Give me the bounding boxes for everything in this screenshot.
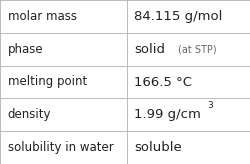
Text: (at STP): (at STP) [178,44,217,54]
Text: solubility in water: solubility in water [8,141,113,154]
Text: 166.5 °C: 166.5 °C [134,75,192,89]
Text: molar mass: molar mass [8,10,76,23]
Text: melting point: melting point [8,75,87,89]
Text: density: density [8,108,51,121]
Text: 1.99 g/cm: 1.99 g/cm [134,108,202,121]
Text: soluble: soluble [134,141,182,154]
Text: 84.115 g/mol: 84.115 g/mol [134,10,223,23]
Text: 3: 3 [207,102,213,110]
Text: solid: solid [134,43,166,56]
Text: phase: phase [8,43,43,56]
